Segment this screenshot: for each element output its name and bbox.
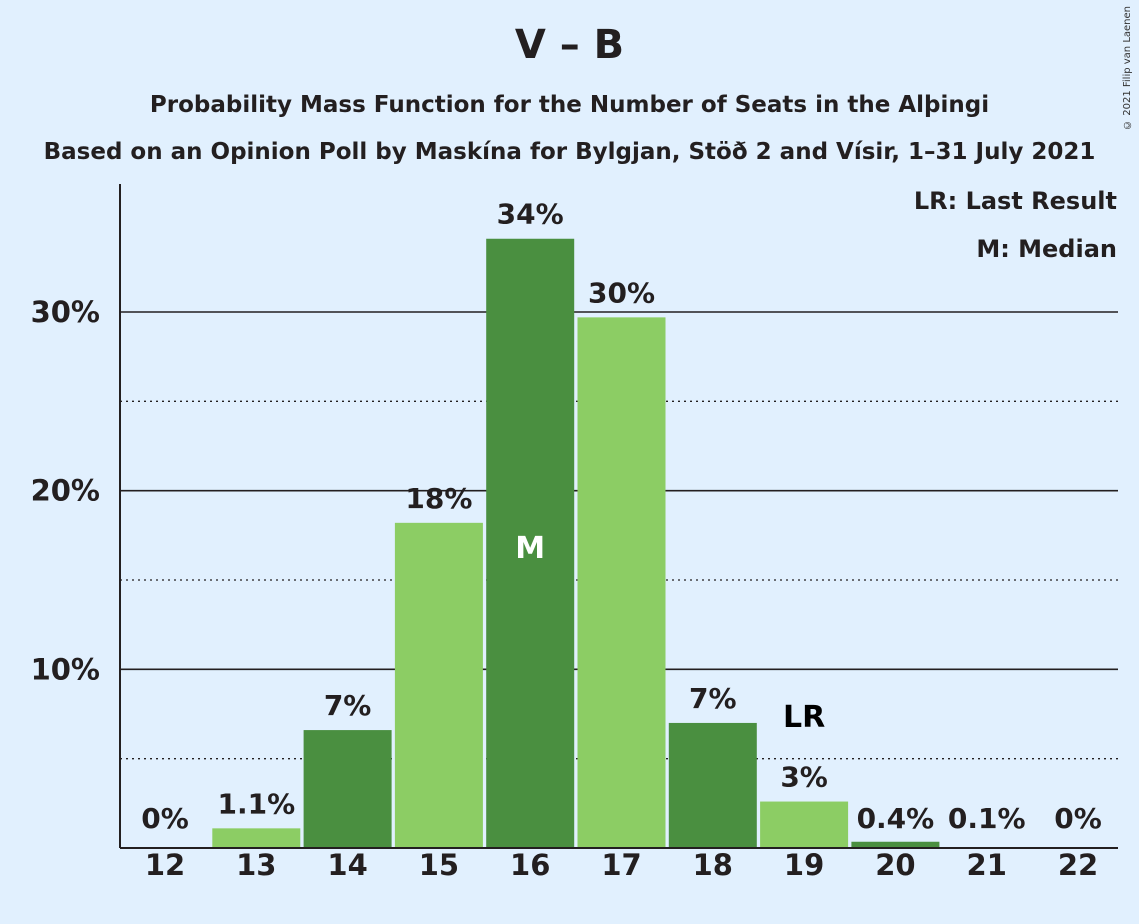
median-marker: M: [515, 531, 545, 566]
x-tick-label: 16: [510, 848, 550, 882]
data-label: 7%: [324, 689, 372, 722]
last-result-marker: LR: [783, 700, 825, 735]
data-label: 0.4%: [857, 802, 935, 835]
data-label: 30%: [588, 276, 655, 309]
bar: [212, 828, 301, 848]
data-label: 0%: [1054, 802, 1102, 835]
bar: [668, 722, 757, 848]
data-label: 3%: [780, 761, 828, 794]
x-tick-label: 13: [236, 848, 276, 882]
data-label: 1.1%: [217, 787, 295, 820]
x-tick-label: 18: [693, 848, 733, 882]
x-tick-label: 14: [327, 848, 367, 882]
chart-title: V – B: [514, 22, 625, 68]
bar: [851, 841, 940, 848]
bar: [394, 522, 483, 848]
data-label: 18%: [405, 482, 472, 515]
y-tick-label: 20%: [31, 474, 100, 508]
chart-subtitle-source: Based on an Opinion Poll by Maskína for …: [43, 139, 1096, 165]
bar: [486, 238, 575, 848]
bar: [577, 317, 666, 848]
x-tick-label: 19: [784, 848, 824, 882]
x-tick-label: 20: [875, 848, 915, 882]
x-tick-label: 12: [145, 848, 185, 882]
bar: [303, 730, 392, 848]
x-tick-label: 17: [601, 848, 641, 882]
data-label: 34%: [497, 198, 564, 231]
data-label: 0.1%: [948, 802, 1026, 835]
legend-median: M: Median: [976, 235, 1117, 263]
chart-subtitle: Probability Mass Function for the Number…: [149, 92, 990, 118]
x-tick-label: 22: [1058, 848, 1098, 882]
y-tick-label: 10%: [31, 652, 100, 686]
data-label: 7%: [689, 682, 737, 715]
legend-last-result: LR: Last Result: [914, 187, 1117, 215]
data-label: 0%: [141, 802, 189, 835]
x-tick-label: 21: [967, 848, 1007, 882]
bar: [760, 801, 849, 848]
y-tick-label: 30%: [31, 295, 100, 329]
x-tick-label: 15: [419, 848, 459, 882]
